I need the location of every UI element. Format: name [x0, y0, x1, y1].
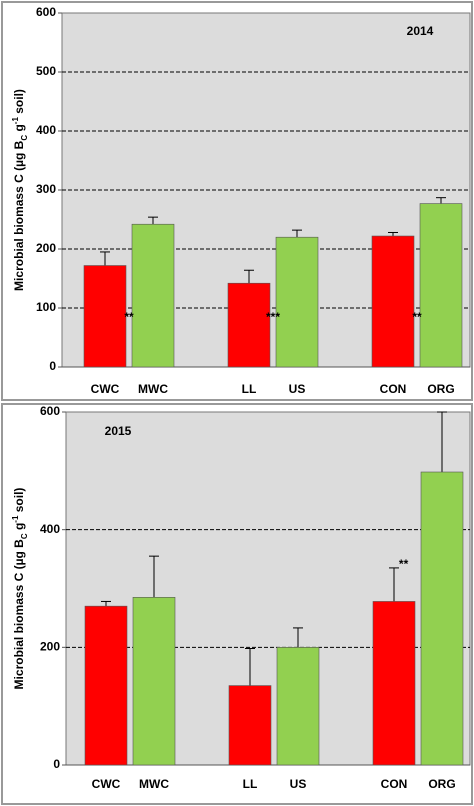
y-tick-label: 0	[53, 757, 60, 771]
y-axis-label: Microbial biomass C (µg BC g-1 soil)	[11, 89, 29, 291]
x-tick-label: ORG	[427, 382, 454, 396]
y-tick-label: 200	[40, 640, 60, 654]
y-tick-label: 100	[36, 300, 56, 314]
bar	[420, 471, 464, 766]
bar	[84, 605, 128, 766]
x-tick-label: CON	[380, 382, 407, 396]
y-axis-label-part: soil)	[12, 89, 26, 117]
bar	[83, 265, 127, 368]
significance: **	[124, 310, 134, 324]
panel-label: 2014	[407, 24, 434, 38]
y-tick-label: 600	[40, 404, 60, 418]
y-tick-label: 500	[36, 64, 56, 78]
bar	[132, 597, 176, 766]
x-tick-label: MWC	[138, 382, 168, 396]
y-axis-label-part: g	[12, 523, 26, 534]
x-tick-label: CON	[381, 777, 408, 791]
x-tick-label: ORG	[428, 777, 455, 791]
y-axis-label: Microbial biomass C (µg BC g-1 soil)	[11, 488, 29, 690]
bar	[275, 236, 319, 368]
y-tick-label: 200	[36, 241, 56, 255]
y-axis-label-part: Microbial biomass C (µg B	[12, 539, 26, 690]
significance: **	[399, 557, 409, 571]
y-axis-label-part: C	[20, 533, 29, 539]
bar	[372, 601, 416, 766]
bar	[371, 235, 415, 368]
x-tick-label: MWC	[139, 777, 169, 791]
y-axis-label-part: -1	[11, 117, 20, 125]
y-tick-label: 300	[36, 182, 56, 196]
bar	[131, 223, 175, 368]
y-tick-label: 600	[36, 5, 56, 19]
y-axis-label-part: -1	[11, 515, 20, 523]
bar	[419, 203, 463, 368]
panel-label: 2015	[105, 424, 132, 438]
x-tick-label: CWC	[92, 777, 121, 791]
bar	[228, 685, 272, 766]
bar	[276, 647, 320, 766]
y-tick-label: 400	[40, 522, 60, 536]
x-tick-label: US	[289, 382, 306, 396]
x-tick-label: LL	[242, 382, 257, 396]
y-tick-label: 0	[49, 359, 56, 373]
x-tick-label: CWC	[91, 382, 120, 396]
y-axis-label-part: soil)	[12, 488, 26, 516]
y-axis-label-part: C	[20, 135, 29, 141]
y-tick-label: 400	[36, 123, 56, 137]
y-axis-label-part: Microbial biomass C (µg B	[12, 140, 26, 291]
x-tick-label: US	[290, 777, 307, 791]
x-tick-label: LL	[243, 777, 258, 791]
significance: ***	[266, 310, 280, 324]
significance: **	[412, 310, 422, 324]
y-axis-label-part: g	[12, 124, 26, 135]
bar	[227, 282, 271, 368]
